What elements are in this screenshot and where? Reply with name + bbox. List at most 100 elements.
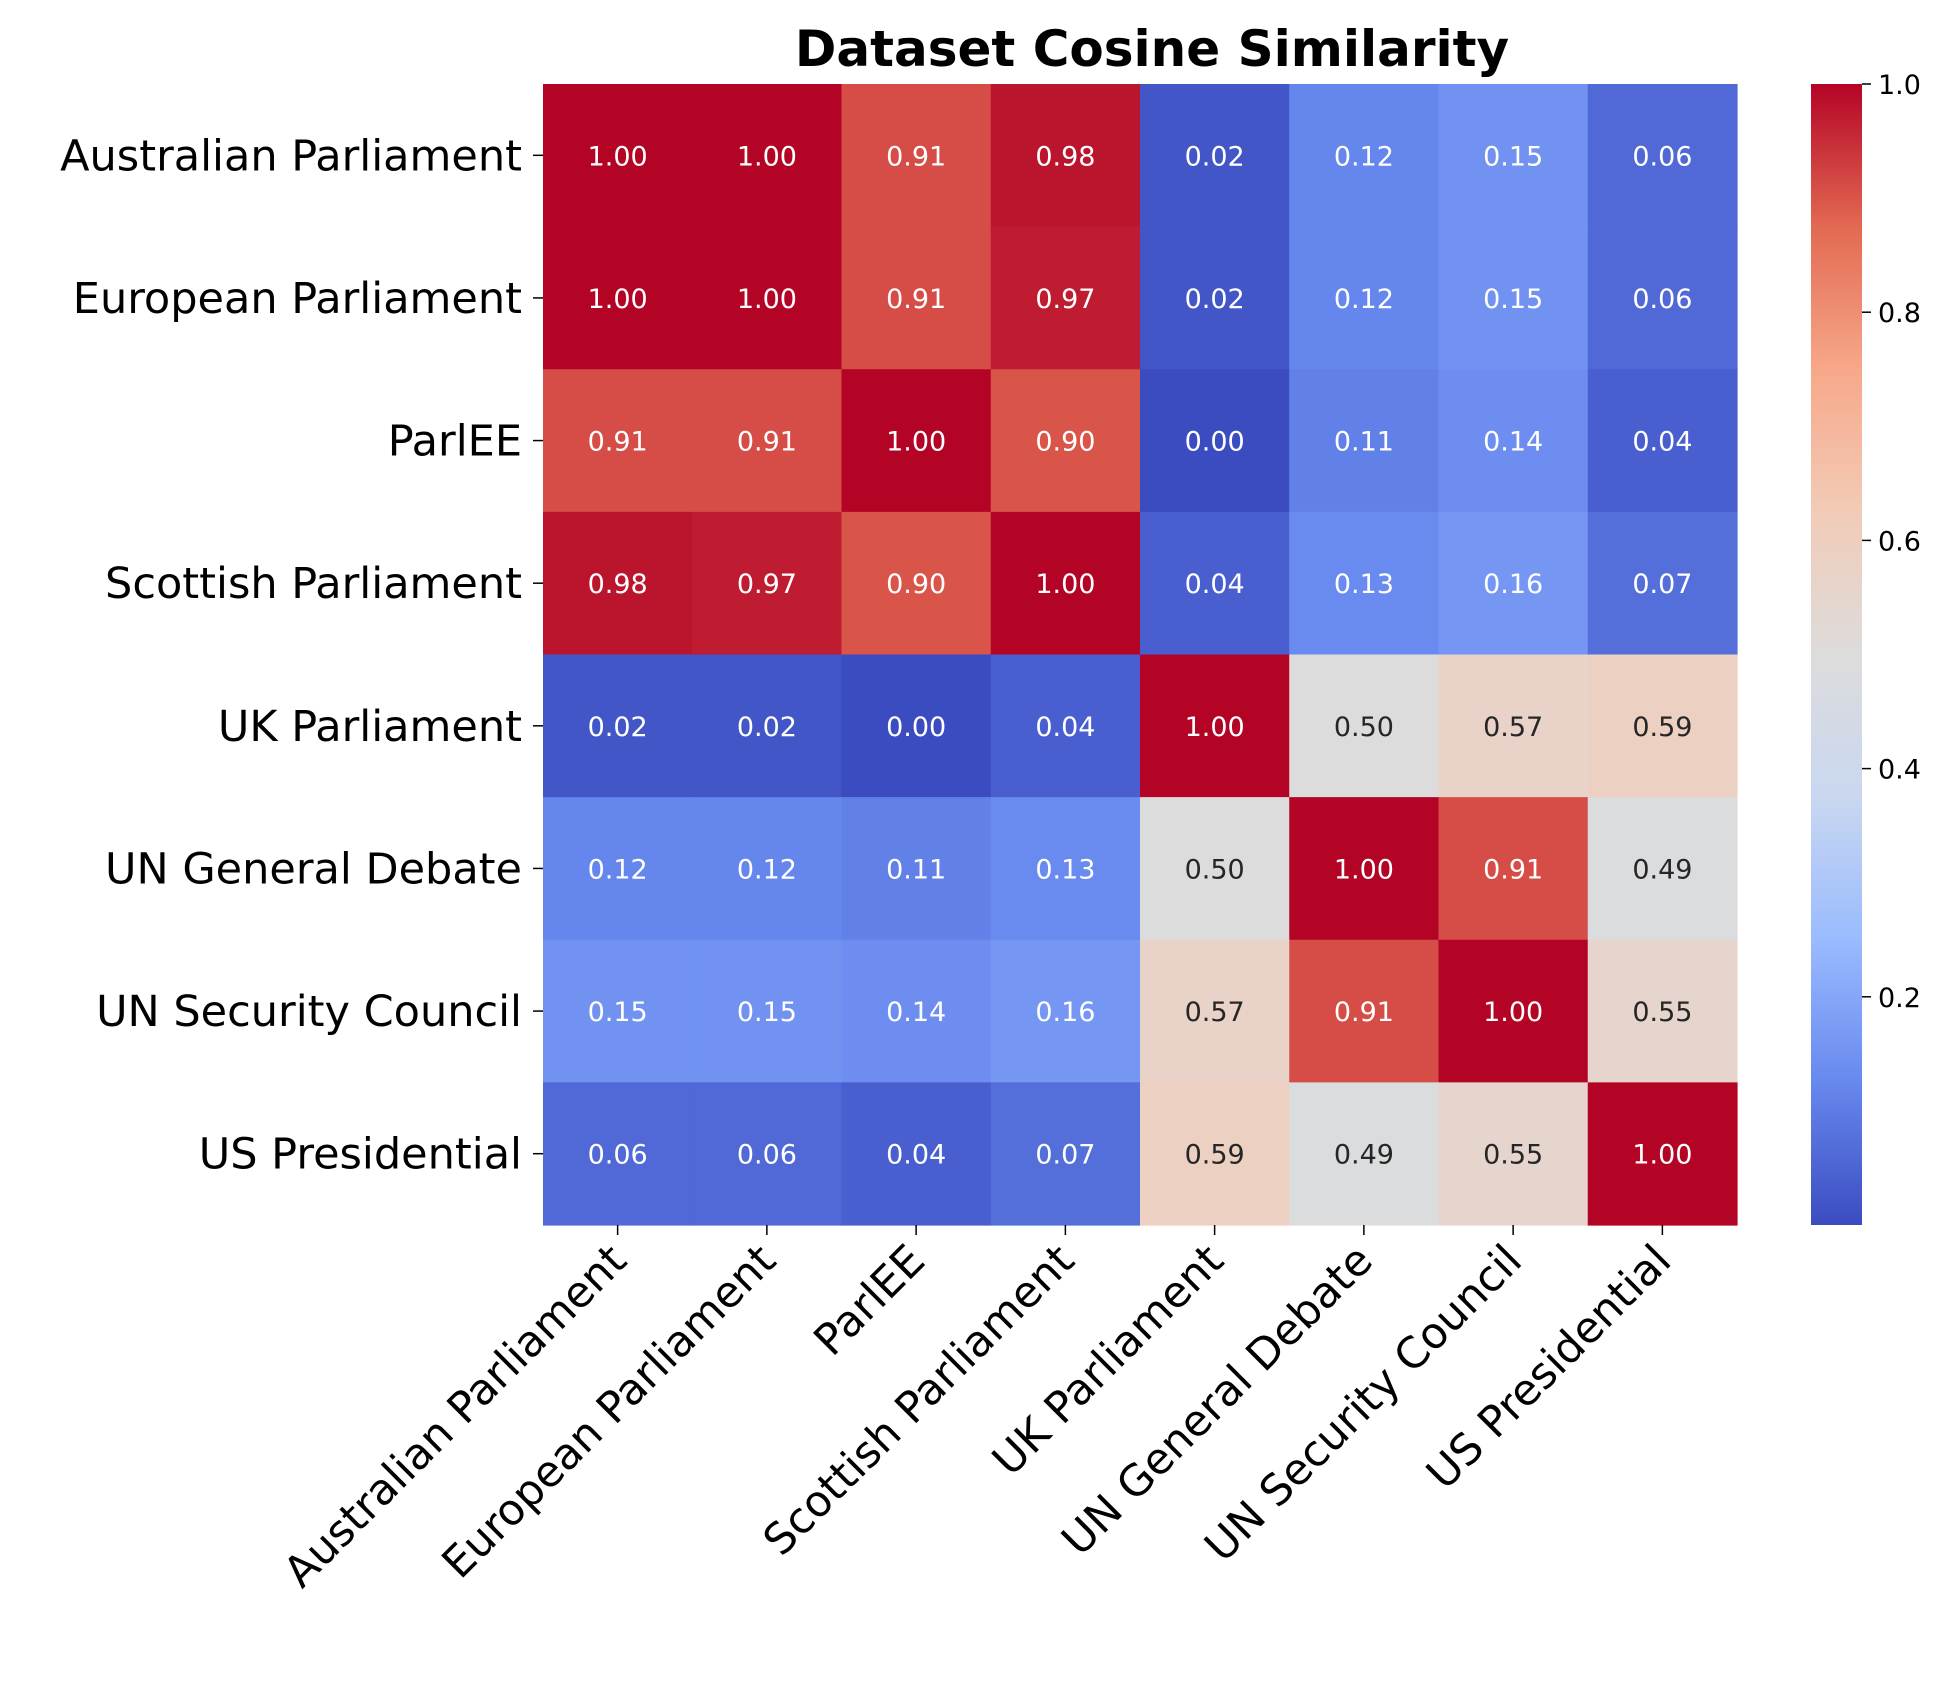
cell-value-label: 0.11 (1334, 427, 1394, 458)
cell-value-label: 0.91 (1483, 854, 1543, 885)
cell-value-label: 0.02 (588, 712, 648, 743)
heatmap-cell-7-2 (841, 1082, 992, 1226)
y-tick-label-australian-parliament: Australian Parliament (60, 131, 522, 181)
cell-value-label: 0.06 (1632, 284, 1692, 315)
heatmap-cell-4-4 (1140, 654, 1290, 798)
y-tick-label-us-presidential: US Presidential (199, 1130, 522, 1180)
heatmap-cell-1-3 (990, 226, 1141, 370)
heatmap-cell-3-2 (841, 511, 992, 656)
cell-value-label: 0.57 (1483, 712, 1543, 743)
cell-value-label: 0.12 (588, 854, 648, 885)
cell-value-label: 1.00 (1334, 854, 1394, 885)
cell-value-label: 0.16 (1483, 569, 1543, 600)
colorbar-tick-label: 0.8 (1878, 298, 1921, 329)
heatmap-cell-3-7 (1587, 511, 1738, 656)
heatmap-cell-3-4 (1140, 511, 1290, 656)
heatmap-cell-1-5 (1289, 226, 1440, 370)
heatmap-cell-5-2 (841, 797, 992, 941)
cell-value-label: 0.90 (886, 569, 946, 600)
heatmap-cell-3-1 (692, 511, 843, 656)
heatmap-cell-0-4 (1140, 84, 1290, 228)
heatmap-cell-0-3 (990, 84, 1141, 228)
heatmap-cell-2-2 (841, 369, 992, 513)
cell-value-label: 1.00 (1632, 1140, 1692, 1171)
cell-value-label: 1.00 (886, 427, 946, 458)
cell-value-label: 0.02 (1185, 284, 1245, 315)
cell-value-label: 0.04 (1035, 712, 1095, 743)
heatmap-cell-0-6 (1438, 84, 1589, 228)
cell-value-label: 0.91 (737, 427, 797, 458)
cell-value-label: 0.15 (737, 997, 797, 1028)
cell-value-label: 0.14 (886, 997, 946, 1028)
heatmap-cell-4-6 (1438, 654, 1589, 798)
heatmap-cell-2-4 (1140, 369, 1290, 513)
cell-value-label: 0.04 (1632, 427, 1692, 458)
heatmap-cell-4-7 (1587, 654, 1738, 798)
cell-value-label: 1.00 (1185, 712, 1245, 743)
heatmap-cell-7-1 (692, 1082, 843, 1226)
cell-value-label: 0.13 (1035, 854, 1095, 885)
cell-value-label: 0.91 (588, 427, 648, 458)
heatmap-cell-5-6 (1438, 797, 1589, 941)
heatmap-cell-3-6 (1438, 511, 1589, 656)
cell-value-label: 0.02 (1185, 141, 1245, 172)
cell-value-label: 1.00 (737, 141, 797, 172)
y-tick-label-un-security-council: UN Security Council (96, 987, 522, 1037)
heatmap-cell-2-7 (1587, 369, 1738, 513)
cell-value-label: 0.06 (737, 1140, 797, 1171)
heatmap-cell-0-0 (543, 84, 693, 228)
y-tick-label-un-general-debate: UN General Debate (105, 844, 522, 894)
heatmap-cell-6-7 (1587, 939, 1738, 1083)
heatmap-cell-4-2 (841, 654, 992, 798)
heatmap-cell-1-1 (692, 226, 843, 370)
colorbar-tick-label: 0.6 (1878, 526, 1921, 557)
cell-value-label: 0.14 (1483, 427, 1543, 458)
heatmap-cell-5-3 (990, 797, 1141, 941)
heatmap-cell-2-6 (1438, 369, 1589, 513)
cell-value-label: 0.04 (1185, 569, 1245, 600)
heatmap-cell-0-7 (1587, 84, 1738, 228)
heatmap-cell-4-5 (1289, 654, 1440, 798)
colorbar (1811, 84, 1862, 1225)
heatmap-cell-6-1 (692, 939, 843, 1083)
cell-value-label: 0.07 (1035, 1140, 1095, 1171)
cell-value-label: 1.00 (1483, 997, 1543, 1028)
cell-value-label: 0.98 (588, 569, 648, 600)
heatmap-cell-7-5 (1289, 1082, 1440, 1226)
cell-value-label: 0.04 (886, 1140, 946, 1171)
heatmap-cell-7-3 (990, 1082, 1141, 1226)
cell-value-label: 0.15 (1483, 284, 1543, 315)
cell-value-label: 0.90 (1035, 427, 1095, 458)
heatmap-cell-6-2 (841, 939, 992, 1083)
heatmap-cell-1-7 (1587, 226, 1738, 370)
heatmap-cell-6-6 (1438, 939, 1589, 1083)
y-tick-label-european-parliament: European Parliament (73, 274, 522, 324)
heatmap-cell-6-4 (1140, 939, 1290, 1083)
heatmap-cell-1-6 (1438, 226, 1589, 370)
colorbar-tick-label: 0.2 (1878, 983, 1921, 1014)
colorbar-tick-label: 1.0 (1878, 70, 1921, 101)
cell-value-label: 0.55 (1632, 997, 1692, 1028)
heatmap-cell-6-3 (990, 939, 1141, 1083)
cell-value-label: 0.12 (1334, 141, 1394, 172)
heatmap-cell-2-5 (1289, 369, 1440, 513)
cell-value-label: 0.49 (1632, 854, 1692, 885)
cell-value-label: 0.12 (1334, 284, 1394, 315)
cell-value-label: 0.97 (737, 569, 797, 600)
chart-title: Dataset Cosine Similarity (795, 20, 1509, 78)
cell-value-label: 0.50 (1334, 712, 1394, 743)
cell-value-label: 0.12 (737, 854, 797, 885)
heatmap-cell-0-1 (692, 84, 843, 228)
cell-value-label: 0.06 (1632, 141, 1692, 172)
heatmap-cell-3-3 (990, 511, 1141, 656)
heatmap-cell-0-2 (841, 84, 992, 228)
heatmap-cell-1-0 (543, 226, 693, 370)
heatmap-cell-2-1 (692, 369, 843, 513)
cell-value-label: 0.07 (1632, 569, 1692, 600)
heatmap-cell-7-4 (1140, 1082, 1290, 1226)
heatmap-cell-5-5 (1289, 797, 1440, 941)
heatmap-cell-5-4 (1140, 797, 1290, 941)
y-tick-label-scottish-parliament: Scottish Parliament (105, 559, 522, 609)
cell-value-label: 0.97 (1035, 284, 1095, 315)
